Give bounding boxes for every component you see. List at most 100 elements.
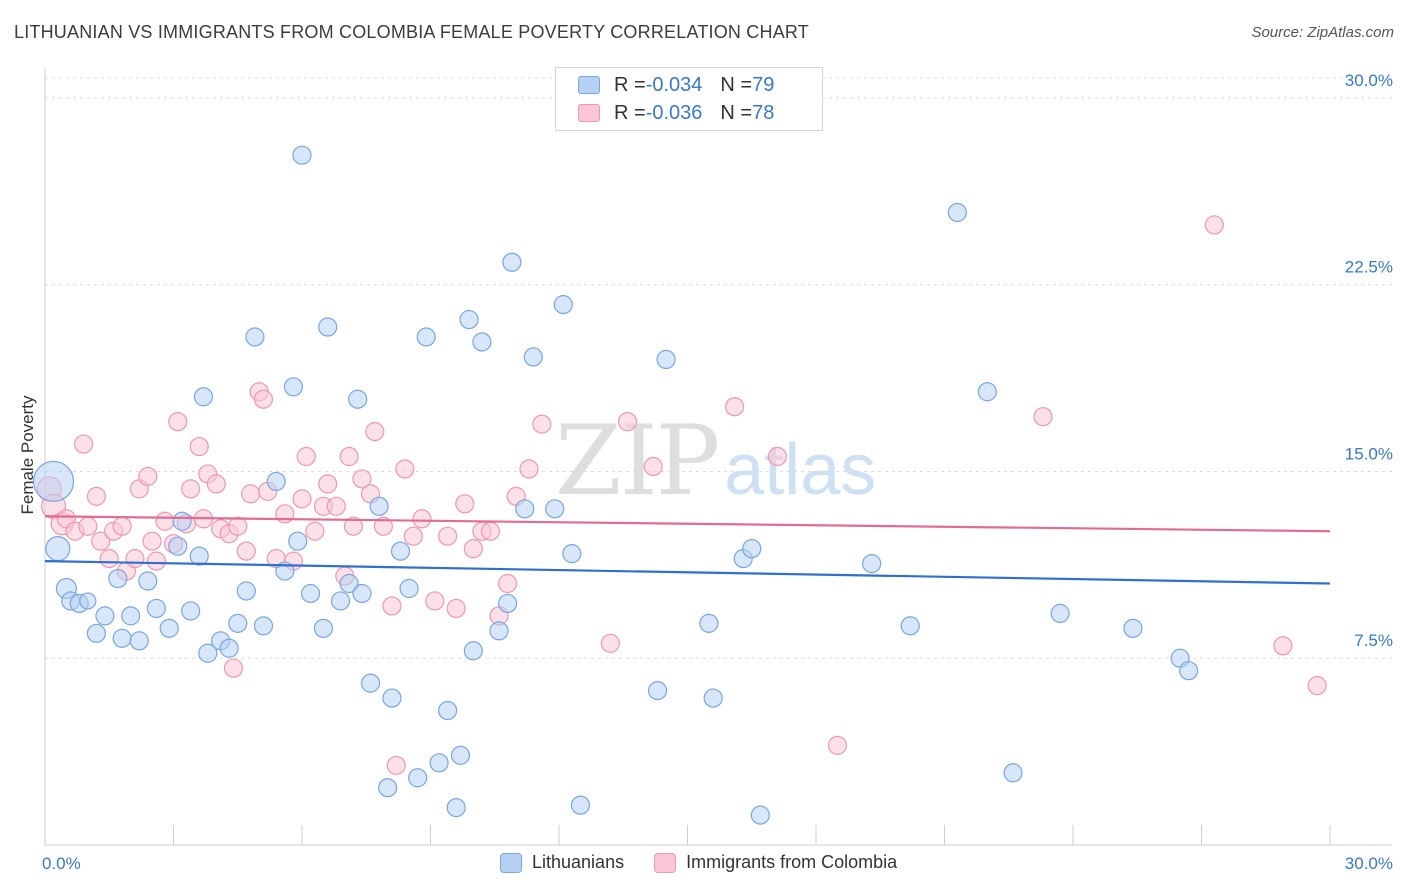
lithuanian-point <box>32 460 75 503</box>
lithuanian-point <box>112 628 132 648</box>
colombia-point <box>438 526 458 546</box>
legend-swatch-lithuanians <box>578 76 600 94</box>
lithuanian-point <box>862 554 882 574</box>
lithuanian-point <box>245 327 265 347</box>
colombia-point <box>600 633 621 653</box>
lithuanian-point <box>947 202 967 223</box>
lithuanian-point <box>86 623 107 643</box>
lithuanian-point <box>416 327 436 347</box>
lithuanian-point <box>378 778 398 798</box>
x-tick-label: 0.0% <box>42 854 81 873</box>
colombia-point <box>617 412 638 432</box>
y-tick-label: 30.0% <box>1345 71 1393 90</box>
series-legend: Lithuanians Immigrants from Colombia <box>500 852 927 873</box>
colombia-point <box>827 735 848 755</box>
colombia-point <box>236 541 256 561</box>
axis-ticks: 7.5% 15.0% 22.5% 30.0% 0.0% 30.0% <box>42 71 1393 873</box>
lithuanian-point <box>1050 603 1070 624</box>
lithuanian-point <box>219 638 239 658</box>
colombia-point <box>241 484 261 504</box>
lithuanian-point <box>399 578 419 599</box>
colombia-point <box>305 521 325 541</box>
colombia-point <box>463 539 483 559</box>
x-tick-label: 30.0% <box>1345 854 1393 873</box>
lithuanian-point <box>339 573 359 594</box>
lithuanian-point <box>472 332 492 352</box>
correlation-legend: R = -0.034 N = 79 R = -0.036 N = 78 <box>555 67 823 131</box>
series-swatch-lithuanians <box>500 852 522 873</box>
colombia-point <box>125 549 145 569</box>
colombia-point <box>498 573 518 594</box>
lithuanian-point <box>228 613 248 633</box>
lithuanian-point <box>198 643 218 663</box>
lithuanian-point <box>275 561 295 581</box>
legend-r-label: R = <box>614 101 646 124</box>
data-points <box>32 145 1327 825</box>
lithuanian-point <box>369 496 389 516</box>
colombia-point <box>425 591 445 611</box>
colombia-point <box>767 446 788 467</box>
lithuanian-point <box>1179 661 1199 681</box>
series-label-lithuanians: Lithuanians <box>532 852 625 872</box>
lithuanian-point <box>159 618 179 638</box>
lithuanian-point <box>1123 618 1143 638</box>
colombia-point <box>146 551 166 571</box>
lithuanian-point <box>750 805 770 825</box>
legend-swatch-colombia <box>578 104 600 122</box>
series-label-colombia: Immigrants from Colombia <box>686 852 898 872</box>
legend-r-value: -0.036 <box>645 101 703 124</box>
lithuanian-point <box>108 568 128 589</box>
lithuanian-point <box>266 471 286 492</box>
colombia-point <box>138 466 158 487</box>
colombia-point <box>318 474 338 494</box>
lithuanian-point <box>138 571 158 591</box>
lithuanian-point <box>523 347 543 367</box>
lithuanian-point <box>318 317 338 337</box>
colombia-point <box>155 511 175 531</box>
colombia-point <box>339 446 359 467</box>
colombia-point <box>99 549 119 569</box>
lithuanian-point <box>352 583 372 604</box>
lithuanian-point <box>742 539 762 559</box>
legend-n-value: 78 <box>752 101 775 124</box>
lithuanian-point <box>515 499 535 519</box>
colombia-point <box>73 434 94 454</box>
lithuanian-point <box>703 688 723 708</box>
lithuanian-point <box>236 581 256 601</box>
colombia-point <box>373 516 393 536</box>
lithuanian-point <box>390 541 411 561</box>
colombia-point <box>228 516 248 536</box>
lithuanian-point <box>189 546 209 566</box>
colombia-point <box>206 474 226 494</box>
y-tick-label: 15.0% <box>1345 444 1393 463</box>
lithuanian-point <box>181 601 201 621</box>
colombia-point <box>412 509 432 529</box>
gridlines <box>45 77 1392 659</box>
colombia-trend-line <box>44 515 1331 533</box>
lithuanian-point <box>489 621 509 641</box>
lithuanian-point <box>502 252 522 272</box>
colombia-point <box>643 456 663 477</box>
lithuanian-point <box>313 618 334 638</box>
legend-n-label: N = <box>720 101 753 124</box>
lithuanian-point <box>545 499 565 519</box>
colombia-point <box>296 446 316 467</box>
lithuanian-point <box>300 583 321 604</box>
colombia-point <box>168 412 188 432</box>
colombia-point <box>532 414 552 434</box>
colombia-point <box>455 494 475 514</box>
lithuanian-point <box>562 544 582 564</box>
colombia-point <box>519 459 539 479</box>
colombia-point <box>223 658 244 678</box>
axes <box>44 68 1392 846</box>
lithuanian-point <box>253 616 274 636</box>
colombia-point <box>1307 676 1327 696</box>
y-axis-label: Female Poverty <box>18 395 37 515</box>
legend-n-value: 79 <box>752 73 775 96</box>
lithuanian-point <box>498 593 518 614</box>
colombia-point <box>403 526 423 546</box>
source-label: Source: ZipAtlas.com <box>1251 24 1394 41</box>
legend-row-lithuanians: R = -0.034 N = 79 <box>578 73 774 97</box>
lithuanian-point <box>553 295 573 315</box>
lithuanian-point <box>79 592 97 610</box>
